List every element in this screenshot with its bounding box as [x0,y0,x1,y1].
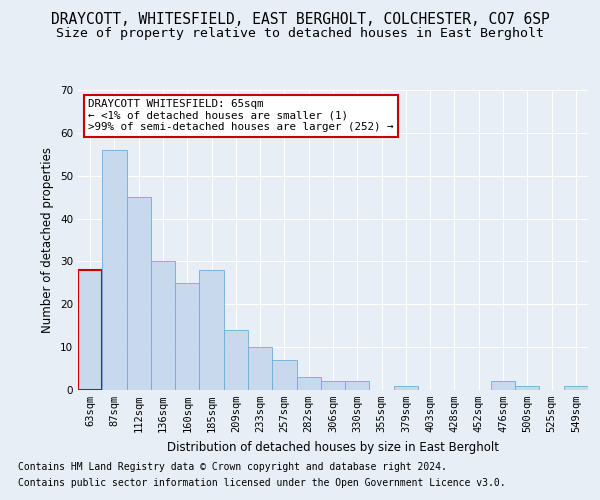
Bar [272,360,296,390]
Text: DRAYCOTT, WHITESFIELD, EAST BERGHOLT, COLCHESTER, CO7 6SP: DRAYCOTT, WHITESFIELD, EAST BERGHOLT, CO… [50,12,550,28]
Bar [199,270,224,390]
Text: Contains public sector information licensed under the Open Government Licence v3: Contains public sector information licen… [18,478,506,488]
Y-axis label: Number of detached properties: Number of detached properties [41,147,55,333]
Bar [564,386,588,390]
Bar [394,386,418,390]
Text: Contains HM Land Registry data © Crown copyright and database right 2024.: Contains HM Land Registry data © Crown c… [18,462,447,472]
Bar [224,330,248,390]
Bar [102,150,127,390]
Bar [78,270,102,390]
Bar [127,197,151,390]
Bar [296,377,321,390]
Bar [175,283,199,390]
Bar [345,382,370,390]
Bar [151,262,175,390]
Bar [515,386,539,390]
Bar [248,347,272,390]
Text: Size of property relative to detached houses in East Bergholt: Size of property relative to detached ho… [56,28,544,40]
X-axis label: Distribution of detached houses by size in East Bergholt: Distribution of detached houses by size … [167,440,499,454]
Text: DRAYCOTT WHITESFIELD: 65sqm
← <1% of detached houses are smaller (1)
>99% of sem: DRAYCOTT WHITESFIELD: 65sqm ← <1% of det… [88,99,394,132]
Bar [321,382,345,390]
Bar [491,382,515,390]
